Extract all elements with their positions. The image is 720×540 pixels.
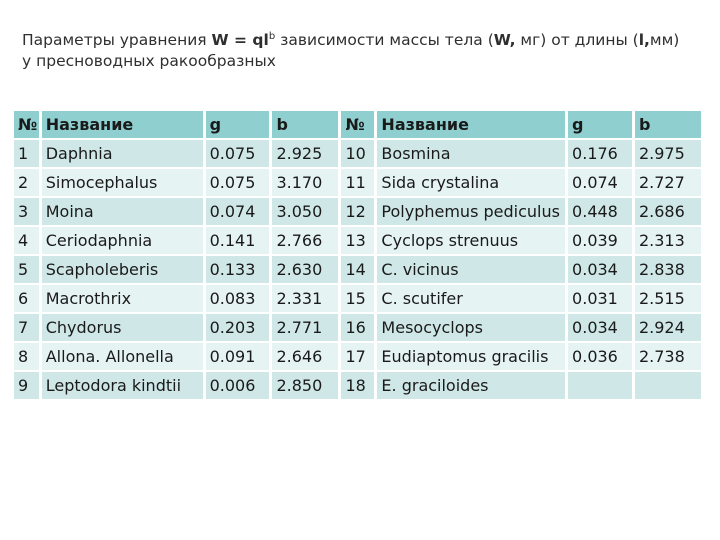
cell-b: 2.838	[634, 256, 701, 283]
cell-name: Leptodora kindtii	[41, 372, 203, 399]
header-name: Название	[41, 111, 203, 138]
header-g-2: g	[568, 111, 632, 138]
cell-name: C. vicinus	[377, 256, 566, 283]
cell-b: 3.050	[272, 198, 339, 225]
cell-number: 7	[14, 314, 39, 341]
cell-g: 0.083	[205, 285, 270, 312]
cell-number: 15	[341, 285, 375, 312]
cell-g: 0.006	[205, 372, 270, 399]
cell-name: Eudiaptomus gracilis	[377, 343, 566, 370]
cell-number: 10	[341, 140, 375, 167]
cell-number: 16	[341, 314, 375, 341]
cell-name: Polyphemus pediculus	[377, 198, 566, 225]
unit-w: W,	[493, 31, 516, 50]
table-row: 8 Allona. Allonella 0.091 2.646 17 Eudia…	[14, 343, 701, 370]
cell-g: 0.091	[205, 343, 270, 370]
cell-number: 11	[341, 169, 375, 196]
cell-number: 13	[341, 227, 375, 254]
cell-g: 0.203	[205, 314, 270, 341]
cell-g: 0.176	[568, 140, 632, 167]
cell-b: 2.771	[272, 314, 339, 341]
cell-g: 0.133	[205, 256, 270, 283]
cell-g: 0.034	[568, 256, 632, 283]
cell-number: 18	[341, 372, 375, 399]
cell-g: 0.075	[205, 140, 270, 167]
cell-g: 0.448	[568, 198, 632, 225]
cell-b: 2.727	[634, 169, 701, 196]
table-row: 3 Moina 0.074 3.050 12 Polyphemus pedicu…	[14, 198, 701, 225]
table-row: 6 Macrothrix 0.083 2.331 15 C. scutifer …	[14, 285, 701, 312]
unit-l: l,	[638, 31, 650, 50]
cell-b: 2.646	[272, 343, 339, 370]
cell-b: 2.924	[634, 314, 701, 341]
header-number: №	[14, 111, 39, 138]
header-number-2: №	[341, 111, 375, 138]
cell-name: E. graciloides	[377, 372, 566, 399]
table-header-row: № Название g b № Название g b	[14, 111, 701, 138]
table-row: 5 Scapholeberis 0.133 2.630 14 C. vicinu…	[14, 256, 701, 283]
cell-number: 5	[14, 256, 39, 283]
cell-name: Macrothrix	[41, 285, 203, 312]
cell-number: 4	[14, 227, 39, 254]
cell-b: 2.975	[634, 140, 701, 167]
cell-number: 1	[14, 140, 39, 167]
cell-number: 14	[341, 256, 375, 283]
table-row: 2 Simocephalus 0.075 3.170 11 Sida cryst…	[14, 169, 701, 196]
cell-name: Chydorus	[41, 314, 203, 341]
title-line-1: Параметры уравнения W = qlb зависимости …	[22, 31, 680, 50]
cell-name: Mesocyclops	[377, 314, 566, 341]
cell-g: 0.074	[568, 169, 632, 196]
cell-number: 8	[14, 343, 39, 370]
formula-exponent: b	[268, 31, 276, 42]
cell-name: Ceriodaphnia	[41, 227, 203, 254]
cell-g: 0.036	[568, 343, 632, 370]
table-row: 7 Chydorus 0.203 2.771 16 Mesocyclops 0.…	[14, 314, 701, 341]
cell-number: 3	[14, 198, 39, 225]
table-row: 1 Daphnia 0.075 2.925 10 Bosmina 0.176 2…	[14, 140, 701, 167]
cell-b: 2.850	[272, 372, 339, 399]
table-row: 9 Leptodora kindtii 0.006 2.850 18 E. gr…	[14, 372, 701, 399]
cell-name: Bosmina	[377, 140, 566, 167]
table-row: 4 Ceriodaphnia 0.141 2.766 13 Cyclops st…	[14, 227, 701, 254]
cell-number: 9	[14, 372, 39, 399]
header-g: g	[205, 111, 270, 138]
cell-b: 2.766	[272, 227, 339, 254]
cell-number: 12	[341, 198, 375, 225]
cell-b: 2.738	[634, 343, 701, 370]
header-b-2: b	[634, 111, 701, 138]
cell-b: 2.313	[634, 227, 701, 254]
cell-name: Allona. Allonella	[41, 343, 203, 370]
cell-name: Simocephalus	[41, 169, 203, 196]
parameters-table: № Название g b № Название g b 1 Daphnia …	[11, 109, 704, 401]
cell-name: Cyclops strenuus	[377, 227, 566, 254]
cell-b	[634, 372, 701, 399]
cell-name: Moina	[41, 198, 203, 225]
header-name-2: Название	[377, 111, 566, 138]
cell-g	[568, 372, 632, 399]
page-title: Параметры уравнения W = qlb зависимости …	[22, 26, 712, 72]
cell-name: Daphnia	[41, 140, 203, 167]
cell-number: 2	[14, 169, 39, 196]
cell-g: 0.141	[205, 227, 270, 254]
cell-b: 2.331	[272, 285, 339, 312]
cell-g: 0.031	[568, 285, 632, 312]
cell-b: 2.686	[634, 198, 701, 225]
cell-number: 6	[14, 285, 39, 312]
cell-name: C. scutifer	[377, 285, 566, 312]
cell-b: 2.630	[272, 256, 339, 283]
cell-name: Sida crystalina	[377, 169, 566, 196]
cell-g: 0.034	[568, 314, 632, 341]
cell-number: 17	[341, 343, 375, 370]
formula-eq: = ql	[228, 31, 269, 50]
header-b: b	[272, 111, 339, 138]
cell-g: 0.039	[568, 227, 632, 254]
formula-w: W	[211, 31, 229, 50]
cell-b: 2.925	[272, 140, 339, 167]
cell-name: Scapholeberis	[41, 256, 203, 283]
cell-b: 2.515	[634, 285, 701, 312]
cell-g: 0.074	[205, 198, 270, 225]
cell-b: 3.170	[272, 169, 339, 196]
cell-g: 0.075	[205, 169, 270, 196]
title-line-2: у пресноводных ракообразных	[22, 52, 276, 71]
